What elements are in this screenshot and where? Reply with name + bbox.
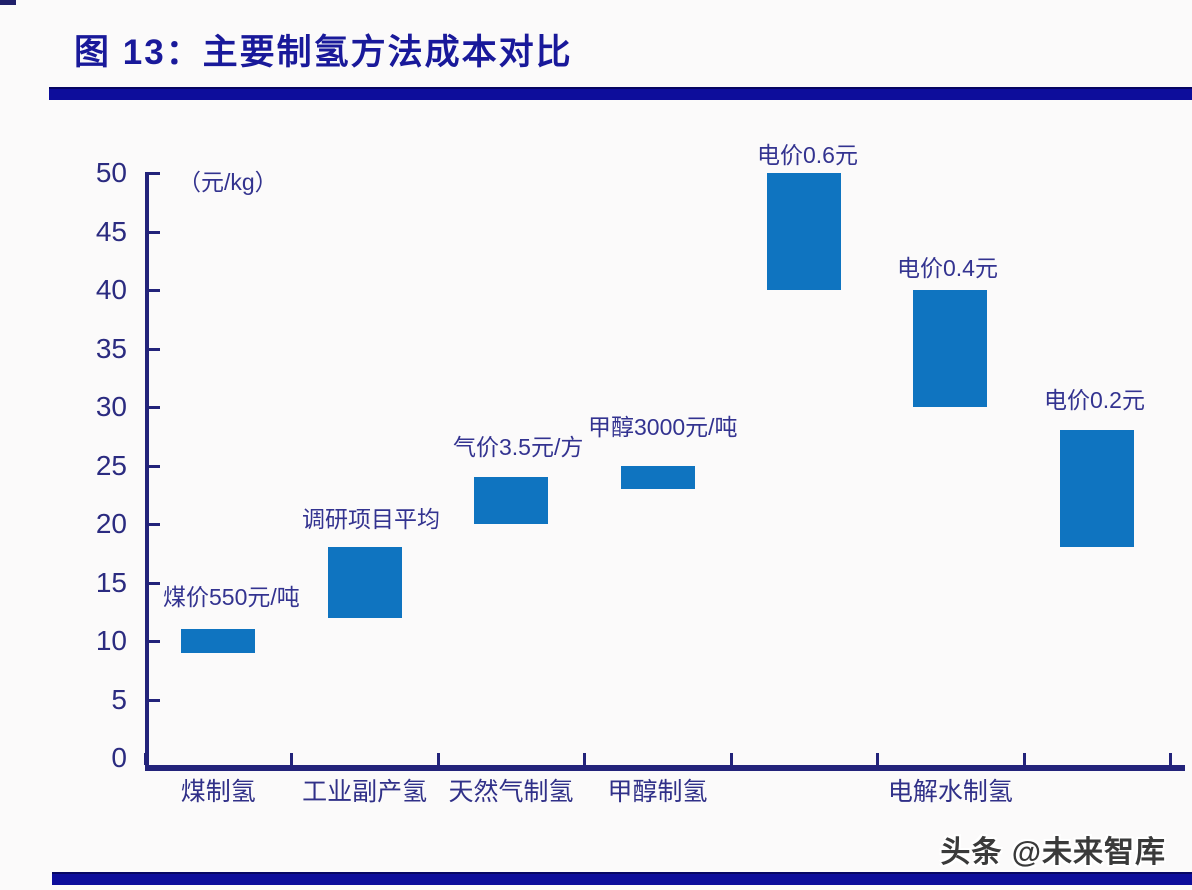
range-bar-气价3.5元/方 xyxy=(474,477,549,524)
bar-annotation: 气价3.5元/方 xyxy=(453,434,584,460)
y-tick-label: 15 xyxy=(95,566,127,598)
y-axis-tick xyxy=(149,581,160,585)
x-axis-tick xyxy=(729,753,733,765)
y-axis-unit-label: （元/kg） xyxy=(178,169,278,195)
range-bar-甲醇3000元/吨 xyxy=(620,465,695,489)
y-axis-tick xyxy=(149,698,160,702)
x-axis-tick xyxy=(1169,753,1172,765)
y-tick-label: 5 xyxy=(111,683,127,715)
y-axis-tick xyxy=(149,289,160,292)
y-tick-label: 30 xyxy=(95,391,127,422)
bar-annotation: 电价0.2元 xyxy=(1044,387,1145,413)
x-axis-tick xyxy=(876,753,880,765)
x-axis-tick xyxy=(290,753,294,765)
x-category-label: 工业副产氢 xyxy=(302,778,428,806)
range-bar-调研项目平均 xyxy=(327,547,402,618)
y-tick-label: 10 xyxy=(95,625,127,656)
y-axis-tick xyxy=(149,640,160,643)
bar-annotation: 电价0.6元 xyxy=(757,142,858,168)
chart-title: 图 13：主要制氢方法成本对比 xyxy=(74,33,573,72)
y-axis-tick xyxy=(149,230,160,234)
y-tick-label: 40 xyxy=(95,274,127,305)
x-axis-tick xyxy=(583,753,587,765)
bar-annotation: 煤价550元/吨 xyxy=(163,584,300,610)
range-bar-电价0.2元 xyxy=(1059,430,1134,548)
footer-divider xyxy=(52,872,1192,885)
y-tick-label: 25 xyxy=(95,449,127,481)
watermark-text: 头条 @未来智库 xyxy=(940,836,1166,869)
range-bar-煤价550元/吨 xyxy=(181,629,256,653)
y-axis-tick xyxy=(149,406,160,409)
y-tick-label: 35 xyxy=(95,332,127,364)
bar-annotation: 调研项目平均 xyxy=(302,506,440,532)
x-category-label: 甲醇制氢 xyxy=(607,778,708,806)
y-axis-tick xyxy=(149,172,160,175)
x-axis-tick xyxy=(436,753,440,765)
y-tick-label: 45 xyxy=(95,215,127,247)
bar-annotation: 电价0.4元 xyxy=(897,255,998,281)
x-category-label: 电解水制氢 xyxy=(887,778,1013,806)
y-tick-label: 0 xyxy=(111,742,127,773)
y-axis-tick xyxy=(149,523,160,526)
x-axis-line xyxy=(145,765,1185,771)
y-tick-label: 20 xyxy=(95,508,127,539)
y-axis-line xyxy=(145,172,149,771)
bar-annotation: 甲醇3000元/吨 xyxy=(588,414,738,440)
x-axis-tick xyxy=(144,753,147,765)
x-category-label: 天然气制氢 xyxy=(448,778,574,806)
range-bar-电价0.6元 xyxy=(766,173,841,290)
range-bar-电价0.4元 xyxy=(913,290,988,407)
x-axis-tick xyxy=(1022,753,1026,765)
title-divider xyxy=(49,87,1192,100)
y-axis-tick xyxy=(149,347,160,351)
corner-mark xyxy=(0,0,16,5)
x-category-label: 煤制氢 xyxy=(180,778,256,806)
y-axis-tick xyxy=(149,464,160,468)
y-tick-label: 50 xyxy=(95,157,127,188)
